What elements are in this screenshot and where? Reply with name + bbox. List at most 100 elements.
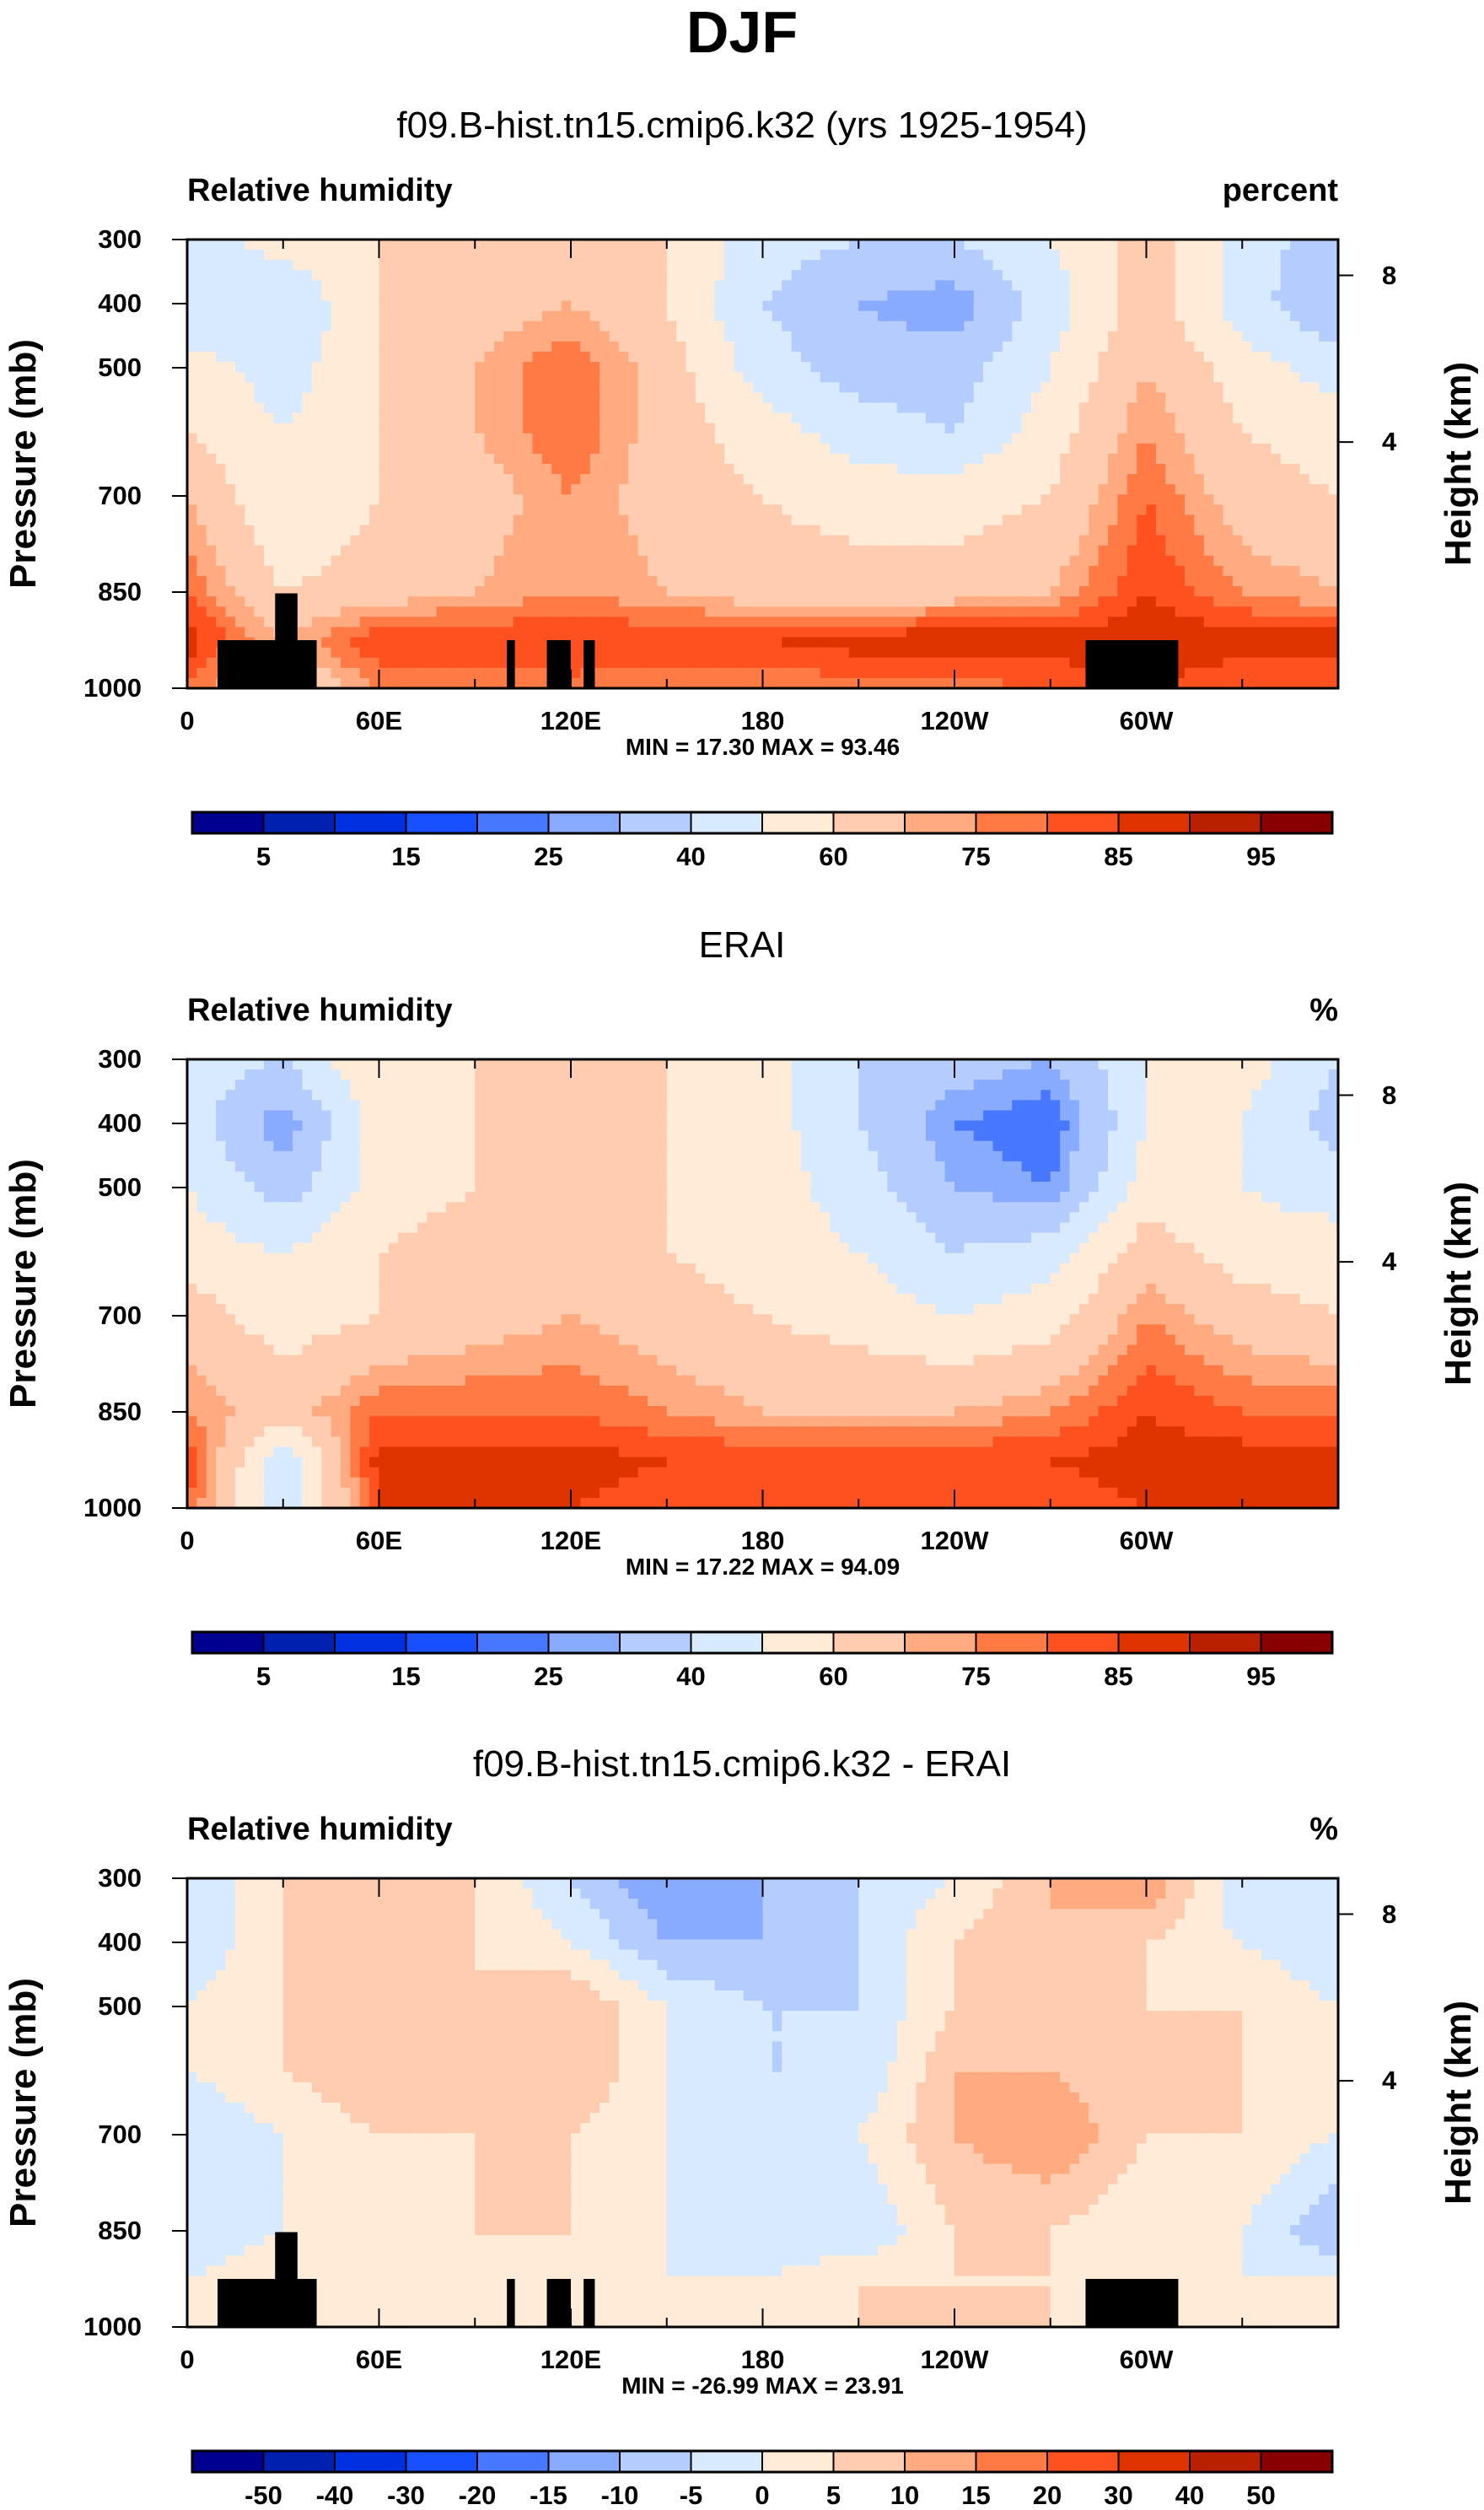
contour-cell bbox=[264, 627, 274, 638]
contour-cell bbox=[1146, 576, 1157, 587]
contour-cell bbox=[494, 300, 504, 312]
contour-cell bbox=[705, 565, 716, 577]
contour-cell bbox=[618, 576, 629, 587]
contour-cell bbox=[532, 260, 543, 271]
contour-cell bbox=[868, 535, 879, 547]
contour-cell bbox=[1098, 362, 1109, 373]
contour-cell bbox=[983, 647, 994, 659]
contour-cell bbox=[676, 423, 687, 434]
contour-cell bbox=[417, 260, 427, 271]
contour-cell bbox=[1309, 372, 1320, 383]
contour-cell bbox=[628, 504, 639, 516]
contour-cell bbox=[331, 320, 341, 332]
contour-cell bbox=[992, 433, 1003, 444]
contour-cell bbox=[628, 300, 639, 312]
contour-cell bbox=[887, 341, 898, 353]
contour-cell bbox=[820, 596, 831, 607]
contour-cell bbox=[234, 627, 245, 638]
contour-cell bbox=[302, 504, 313, 516]
contour-cell bbox=[359, 300, 370, 312]
contour-cell bbox=[1108, 565, 1118, 577]
contour-cell bbox=[494, 423, 504, 434]
contour-cell bbox=[848, 535, 859, 547]
contour-cell bbox=[858, 392, 869, 404]
contour-cell bbox=[1126, 545, 1137, 557]
contour-cell bbox=[1089, 576, 1100, 587]
contour-cell bbox=[407, 260, 418, 271]
contour-cell bbox=[1165, 362, 1176, 373]
contour-cell bbox=[196, 423, 207, 434]
contour-cell bbox=[234, 617, 245, 628]
contour-cell bbox=[887, 362, 898, 373]
contour-cell bbox=[532, 280, 543, 292]
contour-cell bbox=[1213, 504, 1224, 516]
contour-cell bbox=[523, 627, 534, 638]
contour-cell bbox=[916, 412, 927, 424]
contour-cell bbox=[1223, 555, 1234, 567]
contour-cell bbox=[686, 474, 696, 485]
contour-cell bbox=[618, 657, 629, 669]
contour-cell bbox=[465, 494, 476, 505]
contour-cell bbox=[369, 372, 380, 383]
contour-cell bbox=[321, 240, 332, 250]
contour-cell bbox=[753, 250, 764, 261]
contour-cell bbox=[1328, 514, 1339, 526]
contour-cell bbox=[600, 412, 610, 424]
contour-cell bbox=[772, 310, 782, 322]
contour-cell bbox=[868, 606, 879, 617]
min-max-label: MIN = 17.30 MAX = 93.46 bbox=[625, 734, 901, 760]
contour-cell bbox=[407, 341, 418, 353]
contour-cell bbox=[1213, 627, 1224, 638]
contour-cell bbox=[234, 586, 245, 597]
contour-cell bbox=[791, 352, 802, 363]
contour-cell bbox=[465, 617, 476, 628]
contour-cell bbox=[1021, 280, 1032, 292]
contour-cell bbox=[705, 423, 716, 434]
contour-cell bbox=[801, 586, 811, 597]
contour-cell bbox=[503, 402, 514, 414]
contour-cell bbox=[369, 300, 380, 312]
contour-cell bbox=[532, 637, 543, 649]
contour-cell bbox=[1002, 382, 1013, 393]
contour-cell bbox=[858, 402, 869, 414]
contour-cell bbox=[839, 514, 850, 526]
contour-cell bbox=[983, 382, 994, 393]
contour-cell bbox=[973, 443, 984, 455]
contour-cell bbox=[618, 412, 629, 424]
contour-cell bbox=[494, 372, 504, 383]
contour-cell bbox=[427, 270, 438, 281]
contour-cell bbox=[1223, 310, 1234, 322]
contour-cell bbox=[1299, 464, 1310, 475]
contour-cell bbox=[302, 484, 313, 495]
contour-cell bbox=[964, 565, 975, 577]
contour-cell bbox=[388, 320, 399, 332]
contour-cell bbox=[407, 310, 418, 322]
contour-cell bbox=[916, 433, 927, 444]
contour-cell bbox=[1185, 565, 1195, 577]
contour-cell bbox=[1155, 494, 1166, 505]
contour-cell bbox=[541, 484, 552, 495]
contour-cell bbox=[1108, 331, 1118, 342]
contour-cell bbox=[1089, 250, 1100, 261]
contour-cell bbox=[1012, 514, 1023, 526]
contour-cell bbox=[628, 474, 639, 485]
contour-cell bbox=[801, 576, 811, 587]
contour-cell bbox=[264, 514, 274, 526]
contour-cell bbox=[532, 402, 543, 414]
contour-cell bbox=[1002, 433, 1013, 444]
contour-cell bbox=[388, 484, 399, 495]
contour-cell bbox=[983, 362, 994, 373]
contour-cell bbox=[1060, 586, 1071, 597]
contour-cell bbox=[1146, 320, 1157, 332]
contour-cell bbox=[954, 464, 965, 475]
contour-cell bbox=[782, 453, 793, 465]
contour-cell bbox=[1309, 617, 1320, 628]
contour-cell bbox=[1328, 382, 1339, 393]
contour-cell bbox=[753, 331, 764, 342]
contour-cell bbox=[359, 545, 370, 557]
contour-cell bbox=[1031, 433, 1041, 444]
contour-cell bbox=[541, 341, 552, 353]
contour-cell bbox=[705, 290, 716, 302]
contour-cell bbox=[1108, 474, 1118, 485]
contour-cell bbox=[1271, 300, 1282, 312]
